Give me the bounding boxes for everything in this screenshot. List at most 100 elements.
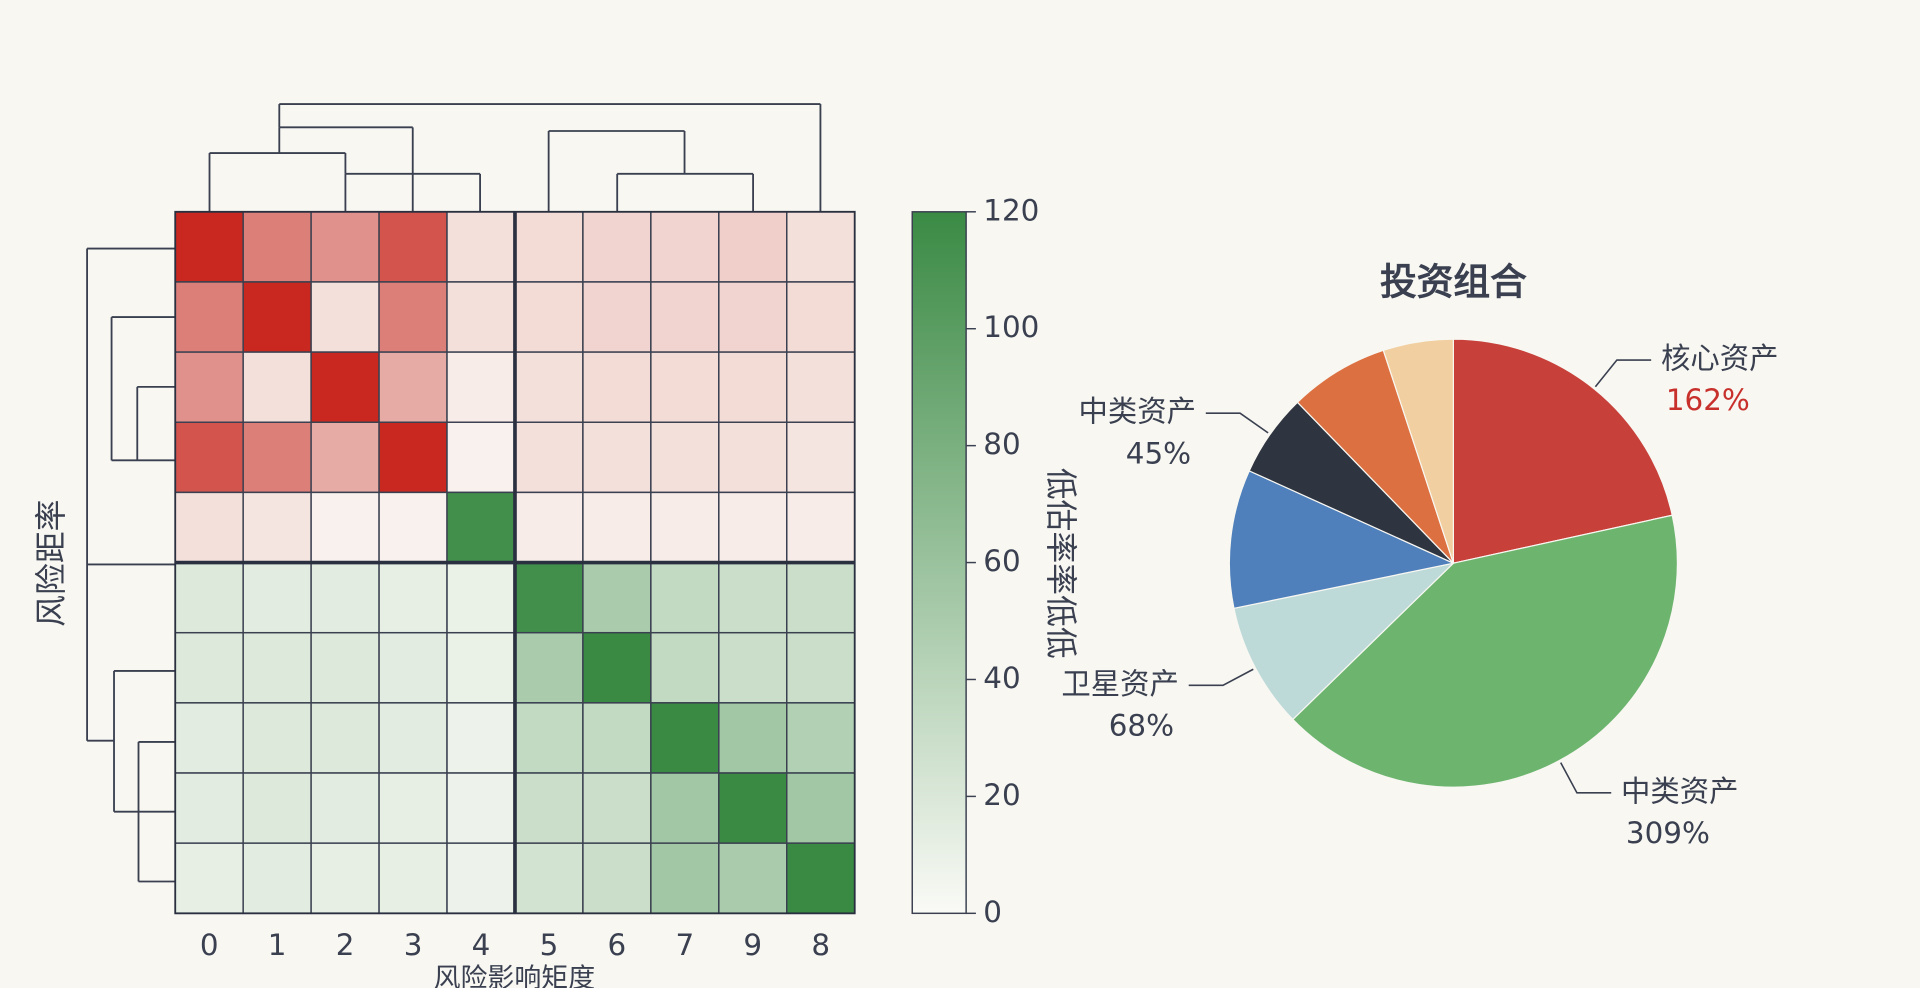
heatmap-cell [378, 842, 448, 915]
x-axis-label: 风险影响矩度 [434, 963, 596, 988]
heatmap-cell [310, 281, 380, 353]
heatmap-cell [242, 211, 312, 283]
slice-value-label: 45% [1126, 436, 1191, 470]
heatmap-cell [310, 842, 380, 915]
heatmap-cell [310, 631, 380, 704]
heatmap-cell [446, 211, 516, 283]
heatmap-cell [650, 491, 720, 564]
heatmap-frame [174, 210, 856, 915]
heatmap-cell [310, 211, 380, 283]
heatmap-cell [514, 211, 584, 283]
heatmap-cell [378, 211, 448, 283]
x-tick-label: 6 [608, 928, 627, 962]
heatmap-cell [310, 561, 380, 634]
colorbar-tick-label: 20 [983, 778, 1020, 812]
colorbar-tick-label: 60 [983, 544, 1020, 578]
heatmap-cell [174, 702, 244, 774]
heatmap-cell [718, 491, 788, 564]
x-tick-label: 5 [540, 928, 559, 962]
colorbar-tick-label: 40 [983, 661, 1020, 695]
heatmap-cell [718, 631, 788, 704]
heatmap-cell [242, 421, 312, 494]
heatmap-cell [446, 351, 516, 423]
heatmap-cell [310, 702, 380, 774]
heatmap-cell [582, 281, 652, 353]
heatmap-cell [174, 772, 244, 844]
pie-slice [1452, 338, 1673, 564]
heatmap-cell [786, 491, 856, 564]
heatmap-cell [514, 631, 584, 704]
leader-line [1205, 412, 1269, 434]
heatmap-cell [786, 842, 856, 915]
pie-slice [1382, 338, 1455, 564]
colorbar [911, 211, 967, 915]
heatmap-cell [786, 631, 856, 704]
heatmap-cell [582, 842, 652, 915]
heatmap-cell [446, 772, 516, 844]
heatmap-cell [582, 772, 652, 844]
heatmap-cell [242, 561, 312, 634]
heatmap-cell [514, 351, 584, 423]
heatmap-cell [378, 772, 448, 844]
heatmap-cell [446, 842, 516, 915]
heatmap-cell [650, 842, 720, 915]
top-dendrogram [208, 103, 822, 212]
x-tick-label: 9 [743, 928, 762, 962]
colorbar-label: 低估率率低低 [1042, 468, 1080, 659]
heatmap-cell [174, 421, 244, 494]
slice-value-label: 68% [1109, 708, 1174, 742]
heatmap-cell [310, 772, 380, 844]
heatmap-cell [650, 561, 720, 634]
heatmap-cell [242, 491, 312, 564]
heatmap-cell [514, 842, 584, 915]
slice-label: 中类资产 [1078, 395, 1196, 429]
heatmap-cell [310, 421, 380, 494]
x-tick-label: 8 [811, 928, 830, 962]
heatmap-cell [378, 702, 448, 774]
heatmap-cell [718, 772, 788, 844]
heatmap-cell [242, 842, 312, 915]
heatmap-cell [582, 702, 652, 774]
pie-title: 投资组合 [1380, 261, 1527, 304]
heatmap-cell [310, 351, 380, 423]
heatmap-cell [514, 772, 584, 844]
left-dendrogram [86, 247, 176, 883]
heatmap-cell [446, 561, 516, 634]
colorbar-tick-label: 0 [983, 895, 1002, 929]
heatmap-cell [786, 211, 856, 283]
colorbar-tick-label: 100 [983, 310, 1039, 344]
heatmap-cell [582, 631, 652, 704]
heatmap-cell [650, 631, 720, 704]
heatmap-cell [242, 351, 312, 423]
heatmap-cell [378, 421, 448, 494]
heatmap-cell [650, 351, 720, 423]
heatmap-cell [582, 421, 652, 494]
heatmap-cell [786, 561, 856, 634]
pie-slice [1228, 470, 1456, 610]
heatmap-cell [718, 281, 788, 353]
heatmap-cell [446, 702, 516, 774]
slice-label: 中类资产 [1621, 774, 1739, 808]
heatmap-cell [242, 631, 312, 704]
heatmap-cell [718, 561, 788, 634]
heatmap-cell [582, 561, 652, 634]
heatmap-cell [378, 351, 448, 423]
heatmap-cell [786, 421, 856, 494]
heatmap-cell [514, 421, 584, 494]
heatmap-cell [378, 631, 448, 704]
leader-line [1188, 668, 1254, 687]
heatmap-cell [650, 281, 720, 353]
heatmap-cell [446, 281, 516, 353]
leader-line [1594, 359, 1652, 388]
heatmap-cell [174, 351, 244, 423]
heatmap-cell [446, 421, 516, 494]
leader-line [1560, 762, 1612, 794]
heatmap-cell [174, 491, 244, 564]
x-tick-label: 7 [675, 928, 694, 962]
slice-value-label: 162% [1666, 383, 1750, 417]
slice-label: 卫星资产 [1061, 667, 1179, 701]
heatmap-cell [310, 491, 380, 564]
heatmap-cell [514, 561, 584, 634]
x-tick-label: 2 [336, 928, 355, 962]
